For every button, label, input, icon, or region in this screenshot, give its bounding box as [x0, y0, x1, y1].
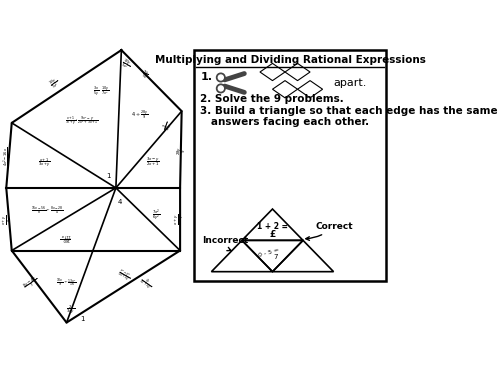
Text: 1.: 1. [200, 72, 212, 82]
Text: answers facing each other.: answers facing each other. [200, 117, 370, 127]
Circle shape [216, 84, 225, 93]
Text: 2. Solve the 9 problems.: 2. Solve the 9 problems. [200, 94, 344, 104]
Text: $\frac{16x-56}{8} \div \frac{8x-28}{4}$: $\frac{16x-56}{8} \div \frac{8x-28}{4}$ [30, 206, 64, 217]
Text: $\frac{3}{10y}$: $\frac{3}{10y}$ [160, 120, 176, 134]
Text: $\frac{10y}{7x^2}$: $\frac{10y}{7x^2}$ [118, 56, 132, 72]
Text: $\frac{4y}{4x+4y}$: $\frac{4y}{4x+4y}$ [136, 274, 154, 293]
Text: 1 + 2 =: 1 + 2 = [257, 222, 288, 231]
Text: 0 - 5 =: 0 - 5 = [258, 248, 280, 258]
Circle shape [216, 73, 225, 82]
Text: $\frac{3x}{5y} \cdot \frac{10y}{7x^2}$: $\frac{3x}{5y} \cdot \frac{10y}{7x^2}$ [94, 85, 110, 98]
Text: Incorrect: Incorrect [202, 236, 248, 250]
Text: $\frac{10x}{9} \div \frac{13x^2}{16}$: $\frac{10x}{9} \div \frac{13x^2}{16}$ [56, 278, 77, 289]
Text: $\frac{3x}{5y}$: $\frac{3x}{5y}$ [140, 69, 150, 83]
Text: $\frac{x+y}{x}$: $\frac{x+y}{x}$ [2, 214, 14, 225]
Text: $\frac{7x^2}{6y^2}$: $\frac{7x^2}{6y^2}$ [152, 207, 161, 222]
Text: $\frac{3x-y}{2x+1}$: $\frac{3x-y}{2x+1}$ [146, 156, 160, 168]
Text: $\frac{x^2-y^2}{4x+4y}$: $\frac{x^2-y^2}{4x+4y}$ [115, 267, 132, 284]
Text: $\frac{4x^2-16x}{8}$: $\frac{4x^2-16x}{8}$ [1, 147, 15, 166]
Text: $\frac{2}{3xy}$: $\frac{2}{3xy}$ [66, 304, 75, 317]
Text: 1: 1 [106, 173, 110, 179]
Text: $\frac{10y}{7x^2}$: $\frac{10y}{7x^2}$ [48, 76, 62, 92]
Text: $\frac{28y}{9}$: $\frac{28y}{9}$ [176, 146, 188, 155]
Text: $\frac{x+1}{3x+y} \cdot \frac{9x^2-y^2}{2x^2+3x+1}$: $\frac{x+1}{3x+y} \cdot \frac{9x^2-y^2}{… [66, 115, 99, 128]
Circle shape [218, 86, 224, 91]
Text: $\frac{8x-40}{7}$: $\frac{8x-40}{7}$ [22, 274, 42, 293]
Text: $\frac{x+y}{x-y}$: $\frac{x+y}{x-y}$ [174, 213, 186, 225]
Text: Correct: Correct [306, 222, 353, 240]
Bar [194, 50, 386, 281]
Text: 7: 7 [274, 254, 278, 260]
Text: $4 \div \frac{28y}{9}$: $4 \div \frac{28y}{9}$ [130, 109, 148, 121]
Text: $\frac{160}{117x}$: $\frac{160}{117x}$ [60, 231, 72, 242]
Text: £: £ [270, 230, 276, 239]
Text: 4: 4 [118, 199, 122, 205]
Text: 1: 1 [80, 316, 84, 322]
Text: 3. Build a triangle so that each edge has the same: 3. Build a triangle so that each edge ha… [200, 106, 498, 116]
Text: apart.: apart. [334, 78, 367, 88]
Text: Multiplying and Dividing Rational Expressions: Multiplying and Dividing Rational Expres… [154, 55, 426, 65]
Text: $\frac{x+1}{3x+y}$: $\frac{x+1}{3x+y}$ [38, 156, 51, 168]
Circle shape [218, 75, 224, 80]
